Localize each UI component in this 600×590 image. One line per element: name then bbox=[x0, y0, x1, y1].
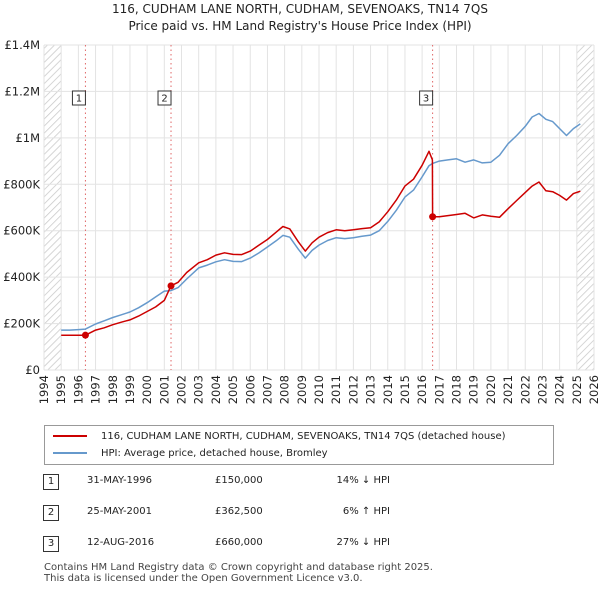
sale-marker-badge bbox=[71, 90, 86, 106]
x-tick-label: 2021 bbox=[501, 375, 515, 404]
x-tick-label: 2013 bbox=[364, 375, 378, 404]
y-tick-label: £1.2M bbox=[4, 84, 40, 98]
sale-marker-label: 1 bbox=[76, 94, 82, 105]
sale-date: 31-MAY-1996 bbox=[87, 475, 153, 486]
sale-price: £362,500 bbox=[215, 506, 263, 517]
chart-subtitle: Price paid vs. HM Land Registry's House … bbox=[128, 19, 472, 33]
price-chart: 1 2 3 £0 £200K £400K £600K £800K £1M £1.2M £1.4M 1… bbox=[3, 38, 600, 404]
sale-hpi-diff: 6% ↑ HPI bbox=[342, 506, 390, 517]
footer-attribution: Contains HM Land Registry data © Crown c… bbox=[44, 562, 433, 584]
sale-number-badge: 3 bbox=[43, 536, 59, 552]
x-tick-label: 2015 bbox=[398, 375, 412, 404]
sale-hpi-diff: 27% ↓ HPI bbox=[336, 537, 390, 548]
series-line-property bbox=[61, 150, 581, 336]
sale-point bbox=[81, 331, 89, 339]
y-tick-label: £0 bbox=[25, 363, 40, 377]
x-tick-label: 2011 bbox=[329, 375, 343, 404]
x-tick-label: 2019 bbox=[467, 375, 481, 404]
x-tick-label: 2018 bbox=[450, 375, 464, 404]
y-tick-label: £400K bbox=[3, 270, 40, 284]
x-tick-label: 1998 bbox=[106, 375, 120, 404]
sale-number-badge: 1 bbox=[43, 474, 59, 490]
x-tick-label: 2023 bbox=[535, 375, 549, 404]
x-tick-label: 1995 bbox=[54, 375, 68, 404]
sale-point bbox=[429, 213, 437, 221]
x-tick-label: 2001 bbox=[157, 375, 171, 404]
hatched-region bbox=[576, 45, 594, 370]
x-tick-label: 2020 bbox=[484, 375, 498, 404]
x-tick-label: 2026 bbox=[587, 375, 600, 404]
x-tick-label: 2017 bbox=[432, 375, 446, 404]
legend-item-hpi: HPI: Average price, detached house, Brom… bbox=[53, 445, 328, 461]
sale-price: £150,000 bbox=[215, 475, 263, 486]
x-tick-label: 2006 bbox=[243, 375, 257, 404]
sale-point bbox=[167, 282, 175, 290]
y-tick-label: £800K bbox=[3, 177, 40, 191]
footer-line: Contains HM Land Registry data © Crown c… bbox=[44, 562, 433, 573]
x-tick-label: 2000 bbox=[140, 375, 154, 404]
x-tick-label: 2025 bbox=[570, 375, 584, 404]
x-tick-label: 2002 bbox=[175, 375, 189, 404]
y-tick-label: £1.4M bbox=[4, 38, 40, 52]
x-tick-label: 1996 bbox=[71, 375, 85, 404]
x-tick-label: 2012 bbox=[346, 375, 360, 404]
footer-line: This data is licensed under the Open Gov… bbox=[44, 573, 363, 584]
legend-swatch-property bbox=[53, 435, 87, 437]
x-tick-label: 2010 bbox=[312, 375, 326, 404]
x-tick-label: 1997 bbox=[89, 375, 103, 404]
x-tick-label: 2004 bbox=[209, 375, 223, 404]
sale-marker-badge bbox=[157, 90, 172, 106]
x-tick-label: 2014 bbox=[381, 375, 395, 404]
y-tick-label: £600K bbox=[3, 224, 40, 238]
x-tick-label: 2016 bbox=[415, 375, 429, 404]
series-line-hpi bbox=[61, 112, 581, 331]
hatched-region bbox=[44, 45, 62, 370]
legend: 116, CUDHAM LANE NORTH, CUDHAM, SEVENOAK… bbox=[44, 425, 554, 465]
x-tick-label: 2022 bbox=[518, 375, 532, 404]
chart-title: 116, CUDHAM LANE NORTH, CUDHAM, SEVENOAK… bbox=[112, 2, 488, 16]
sale-marker-badge bbox=[419, 90, 434, 106]
sale-date: 25-MAY-2001 bbox=[87, 506, 153, 517]
sale-number-badge: 2 bbox=[43, 505, 59, 521]
x-tick-label: 2008 bbox=[278, 375, 292, 404]
legend-swatch-hpi bbox=[53, 452, 87, 454]
sale-marker-label: 2 bbox=[161, 94, 167, 105]
legend-label-property: 116, CUDHAM LANE NORTH, CUDHAM, SEVENOAK… bbox=[101, 430, 506, 442]
sale-date: 12-AUG-2016 bbox=[87, 537, 155, 548]
legend-label-hpi: HPI: Average price, detached house, Brom… bbox=[101, 447, 328, 459]
x-tick-label: 2024 bbox=[553, 375, 567, 404]
x-tick-label: 2003 bbox=[192, 375, 206, 404]
x-tick-label: 1994 bbox=[37, 375, 51, 404]
sale-hpi-diff: 14% ↓ HPI bbox=[336, 475, 390, 486]
x-tick-label: 2007 bbox=[260, 375, 274, 404]
x-tick-label: 2005 bbox=[226, 375, 240, 404]
y-tick-label: £200K bbox=[3, 317, 40, 331]
y-tick-label: £1M bbox=[15, 131, 40, 145]
x-tick-label: 1999 bbox=[123, 375, 137, 404]
sale-marker-label: 3 bbox=[423, 94, 429, 105]
legend-item-property: 116, CUDHAM LANE NORTH, CUDHAM, SEVENOAK… bbox=[53, 428, 506, 444]
x-tick-label: 2009 bbox=[295, 375, 309, 404]
sale-price: £660,000 bbox=[215, 537, 263, 548]
